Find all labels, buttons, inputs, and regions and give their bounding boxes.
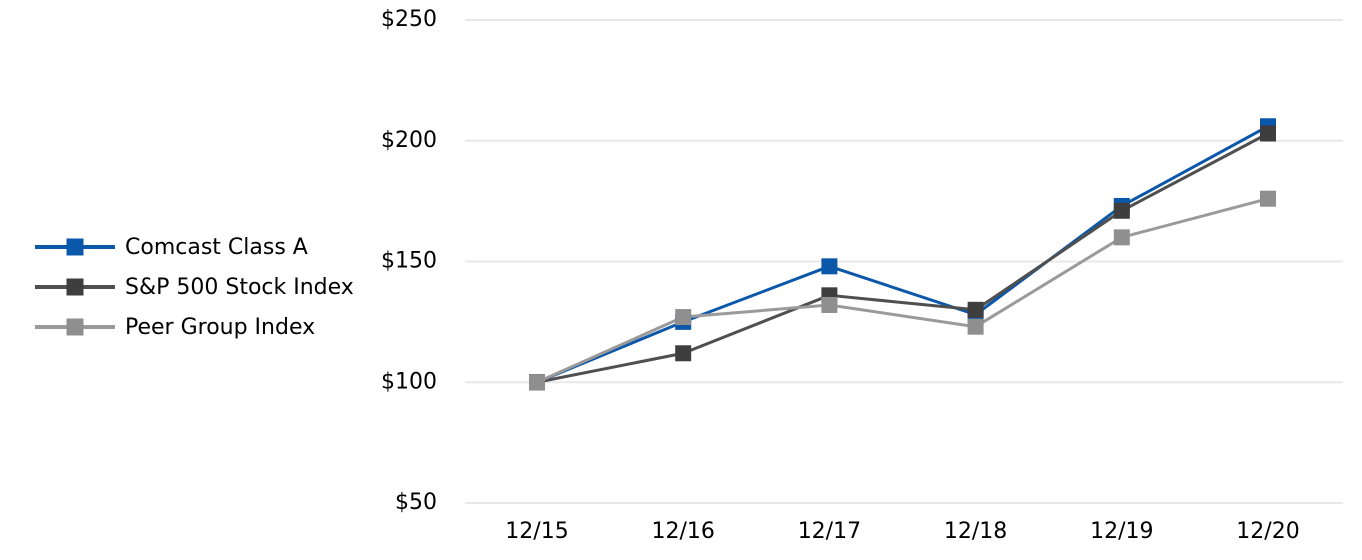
legend-line-swatch: [35, 238, 115, 256]
legend-line-swatch: [35, 278, 115, 296]
legend-label: Peer Group Index: [125, 314, 316, 340]
legend-square-marker-icon: [66, 238, 84, 256]
legend-square-marker-icon: [66, 278, 84, 296]
legend-item-comcast-class-a: Comcast Class A: [35, 227, 354, 267]
y-axis-tick-label: $250: [381, 7, 437, 32]
x-axis-tick-label-12-16: 12/16: [651, 519, 714, 544]
legend-line-swatch: [35, 318, 115, 336]
x-axis-tick-label-12-17: 12/17: [798, 519, 861, 544]
chart-legend: Comcast Class A S&P 500 Stock Index Peer G…: [35, 227, 354, 347]
y-axis-tick-label: $150: [381, 249, 437, 274]
series-line-comcast-class-a: [536, 124, 1269, 384]
data-point-marker-peer-group-index-12-18: [967, 318, 984, 335]
x-axis-tick-label-12-19: 12/19: [1090, 519, 1153, 544]
series-line-peer-group-index: [536, 197, 1269, 384]
data-point-marker-peer-group-index-12-19: [1113, 229, 1130, 246]
legend-item-s-p-500-stock-index: S&P 500 Stock Index: [35, 267, 354, 307]
data-point-marker-peer-group-index-12-20: [1260, 190, 1276, 207]
data-point-marker-comcast-class-a-12-17: [821, 258, 838, 275]
x-axis-tick-label-12-20: 12/20: [1236, 519, 1299, 544]
x-axis-tick-label-12-18: 12/18: [944, 519, 1007, 544]
x-axis-tick-label-12-15: 12/15: [505, 519, 568, 544]
series-line-s-p-500-stock-index: [536, 132, 1269, 384]
y-axis-tick-label: $200: [381, 128, 437, 153]
data-point-marker-s-p-500-stock-index-12-19: [1113, 202, 1130, 219]
y-axis-tick-label: $50: [395, 490, 437, 515]
legend-item-peer-group-index: Peer Group Index: [35, 307, 354, 347]
data-point-marker-peer-group-index-12-17: [821, 296, 838, 313]
data-point-marker-s-p-500-stock-index-12-18: [967, 301, 984, 318]
legend-label: S&P 500 Stock Index: [125, 274, 354, 300]
data-point-marker-s-p-500-stock-index-12-16: [675, 345, 692, 362]
legend-square-marker-icon: [66, 318, 84, 336]
data-point-marker-peer-group-index-12-15: [529, 374, 545, 391]
y-axis-tick-label: $100: [381, 369, 437, 394]
data-point-marker-s-p-500-stock-index-12-20: [1260, 125, 1276, 142]
legend-label: Comcast Class A: [125, 234, 308, 260]
data-point-marker-peer-group-index-12-16: [675, 309, 692, 326]
